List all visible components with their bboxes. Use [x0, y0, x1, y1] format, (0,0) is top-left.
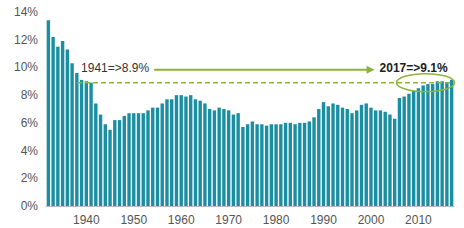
svg-text:1950: 1950	[120, 213, 147, 227]
svg-text:1960: 1960	[168, 213, 195, 227]
svg-text:2010: 2010	[405, 213, 432, 227]
svg-text:2017=>9.1%: 2017=>9.1%	[380, 61, 448, 75]
svg-text:2000: 2000	[358, 213, 385, 227]
svg-text:8%: 8%	[21, 88, 39, 102]
svg-text:1970: 1970	[215, 213, 242, 227]
svg-text:0%: 0%	[21, 199, 39, 213]
svg-text:2%: 2%	[21, 171, 39, 185]
svg-text:1980: 1980	[263, 213, 290, 227]
svg-text:12%: 12%	[14, 33, 38, 47]
svg-text:6%: 6%	[21, 116, 39, 130]
svg-text:1990: 1990	[310, 213, 337, 227]
svg-text:1941=>8.9%: 1941=>8.9%	[81, 61, 149, 75]
svg-text:4%: 4%	[21, 144, 39, 158]
svg-text:10%: 10%	[14, 60, 38, 74]
svg-text:1940: 1940	[73, 213, 100, 227]
svg-text:14%: 14%	[14, 5, 38, 19]
